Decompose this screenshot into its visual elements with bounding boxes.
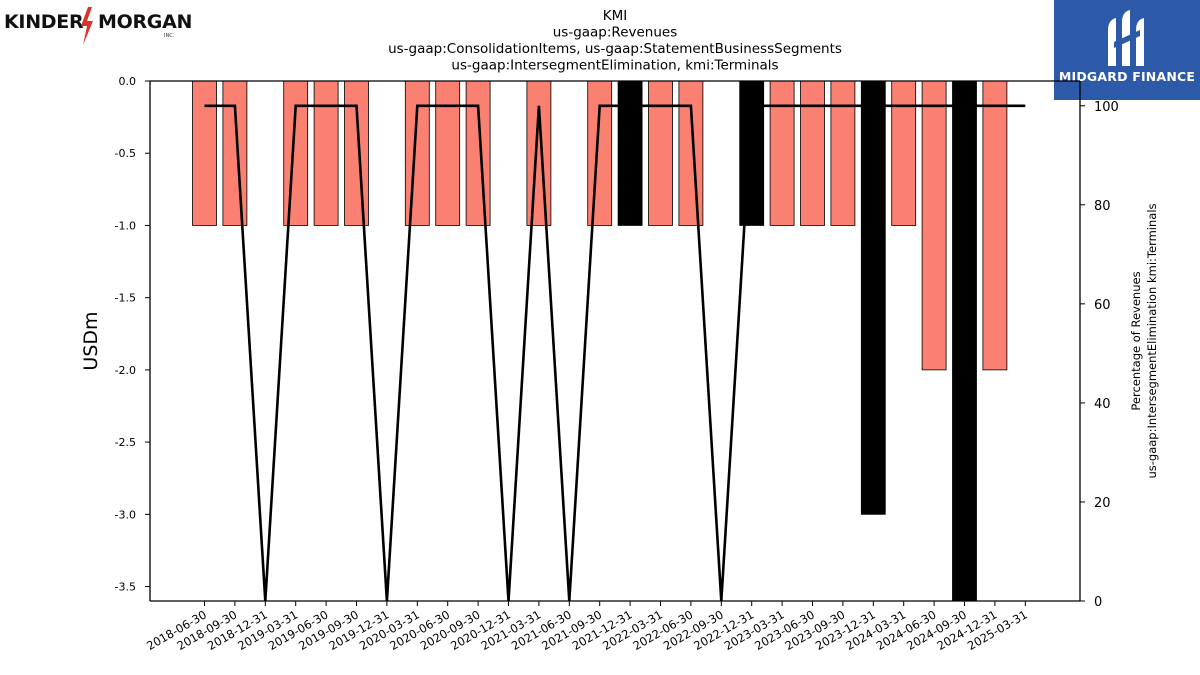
y-tick-label: 0.0 — [119, 75, 137, 88]
bar — [860, 80, 886, 515]
midgard-finance-logo: MIDGARD FINANCE — [1054, 0, 1200, 100]
y-tick-label: -2.5 — [115, 436, 136, 449]
line-series — [204, 104, 1026, 602]
chart-title-line: us-gaap:ConsolidationItems, us-gaap:Stat… — [388, 41, 842, 57]
kinder-morgan-logo: KINDER MORGAN INC. — [4, 6, 194, 45]
y-tick-label: -0.5 — [115, 147, 136, 160]
chart-title-line: KMI — [603, 8, 627, 24]
bar — [648, 80, 673, 226]
bar — [617, 80, 643, 226]
y-tick-label: -2.0 — [115, 364, 136, 377]
bar — [465, 80, 491, 226]
bar — [313, 80, 339, 226]
bar — [830, 80, 856, 226]
bar — [222, 80, 248, 226]
bar — [192, 80, 217, 226]
bar — [435, 80, 461, 226]
y-axis-label: USDm — [80, 311, 102, 370]
bar — [800, 80, 825, 226]
y2-axis-label-line: us-gaap:IntersegmentElimination kmi:Term… — [1145, 203, 1159, 478]
logo-brand-text: MIDGARD FINANCE — [1058, 69, 1196, 84]
lightning-bolt-icon — [81, 7, 93, 45]
y2-tick-label: 80 — [1094, 199, 1111, 214]
chart-title: KMIus-gaap:Revenuesus-gaap:Consolidation… — [388, 8, 842, 74]
y2-tick-label: 20 — [1094, 496, 1111, 511]
logo-word-kinder: KINDER — [4, 11, 84, 33]
bar — [769, 80, 795, 226]
bar — [952, 80, 977, 602]
y-tick-label: -3.5 — [115, 581, 136, 594]
bar — [587, 80, 613, 226]
y-tick-label: -1.5 — [115, 292, 136, 305]
chart-title-line: us-gaap:Revenues — [553, 25, 678, 41]
y2-tick-label: 60 — [1094, 298, 1111, 313]
percentage-line — [204, 104, 1026, 602]
bar — [283, 80, 309, 226]
midgard-emblem-icon — [1108, 10, 1144, 66]
bar — [526, 80, 552, 226]
y2-axis-label-line: Percentage of Revenues — [1129, 271, 1143, 410]
logo-word-morgan: MORGAN — [98, 11, 193, 33]
logo-suffix: INC. — [164, 33, 175, 39]
y2-tick-label: 40 — [1094, 397, 1111, 412]
chart-title-line: us-gaap:IntersegmentElimination, kmi:Ter… — [451, 58, 778, 74]
bar-series — [192, 80, 1008, 602]
bar — [404, 80, 430, 226]
y2-tick-label: 100 — [1094, 100, 1119, 115]
y2-tick-label: 0 — [1094, 595, 1102, 610]
bar — [891, 80, 917, 226]
bar — [739, 80, 765, 226]
bar — [344, 80, 369, 226]
bar — [921, 80, 947, 371]
bar — [982, 80, 1008, 371]
y-tick-label: -3.0 — [115, 508, 136, 521]
y-tick-label: -1.0 — [115, 219, 136, 232]
bar — [678, 80, 704, 226]
